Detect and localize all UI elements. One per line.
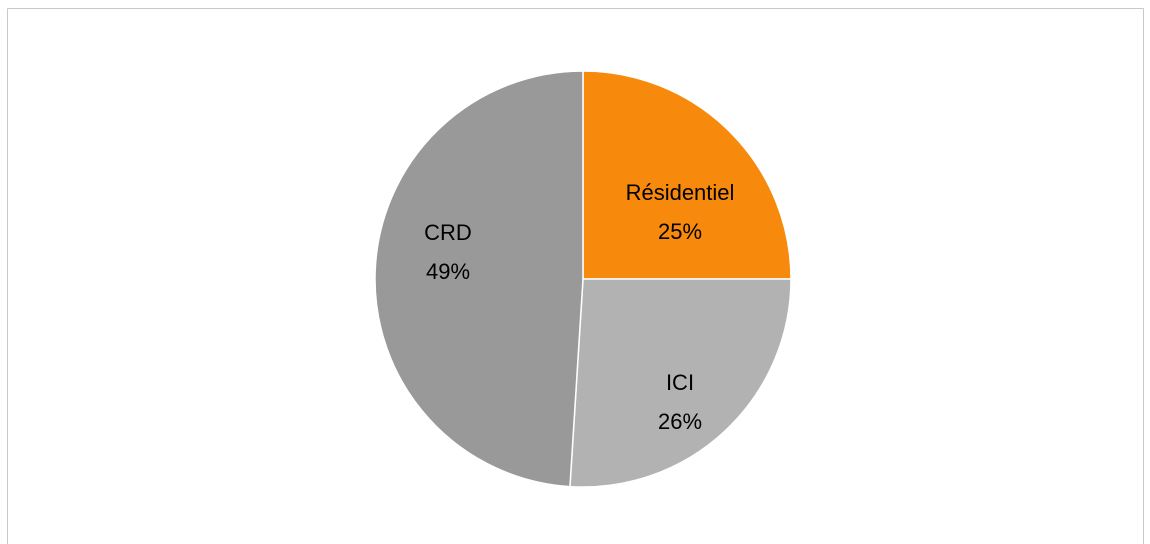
data-label-residentiel-percent: 25% [658, 219, 702, 244]
pie-slices [374, 70, 792, 488]
pie-data-labels: Résidentiel 25% ICI 26% CRD 49% [424, 180, 734, 434]
pie-slice-crd [374, 70, 584, 488]
pie-slice-residentiel [582, 70, 792, 280]
data-label-residentiel-name: Résidentiel [626, 180, 735, 205]
data-label-crd-name: CRD [424, 220, 472, 245]
data-label-crd-percent: 49% [426, 259, 470, 284]
chart-frame [7, 8, 1144, 544]
pie-slice-ici [569, 278, 792, 488]
data-label-ici-percent: 26% [658, 409, 702, 434]
data-label-ici-name: ICI [666, 370, 694, 395]
